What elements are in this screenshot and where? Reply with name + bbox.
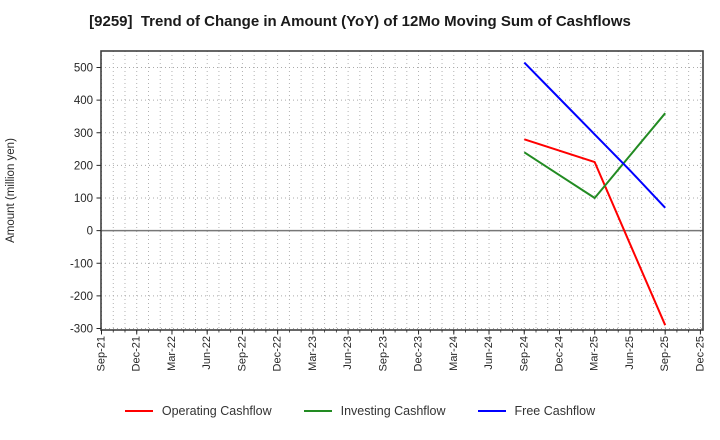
chart-title: [9259] Trend of Change in Amount (YoY) o… (89, 13, 631, 30)
x-tick-label: Dec-25 (694, 336, 706, 371)
x-tick-label: Sep-22 (236, 336, 248, 371)
x-tick-label: Mar-23 (307, 336, 319, 371)
series-line-free-cashflow (523, 61, 666, 209)
legend: Operating Cashflow Investing Cashflow Free… (0, 404, 720, 418)
y-axis-title: Amount (million yen) (5, 138, 17, 243)
y-tick-label: -300 (70, 324, 93, 336)
x-tick-label: Mar-22 (166, 336, 178, 371)
series-line-investing-cashflow (523, 112, 666, 199)
y-tick-label: 100 (74, 193, 93, 205)
x-tick-label: Sep-25 (659, 336, 671, 371)
legend-label: Investing Cashflow (340, 404, 446, 418)
legend-item-investing-cashflow: Investing Cashflow (303, 404, 446, 418)
x-tick-label: Jun-23 (342, 336, 354, 370)
x-tick-label: Mar-24 (448, 336, 460, 371)
legend-swatch (477, 410, 506, 412)
legend-item-operating-cashflow: Operating Cashflow (124, 404, 272, 418)
plot-area: Sep-21 Dec-21 Mar-22 Jun-22 Sep-22 Dec-22 Mar-… (5, 50, 706, 371)
y-tick-label: 200 (74, 160, 93, 172)
y-tick-label: 500 (74, 63, 93, 75)
y-tick-label: -100 (70, 258, 93, 270)
x-tick-label: Mar-25 (589, 336, 601, 371)
x-tick-label: Dec-24 (553, 336, 565, 371)
x-tick-label: Dec-23 (413, 336, 425, 371)
x-tick-label: Sep-24 (518, 336, 530, 371)
y-tick-label: 400 (74, 95, 93, 107)
y-tick-label: -200 (70, 291, 93, 303)
legend-label: Free Cashflow (514, 404, 596, 418)
x-tick-label: Dec-22 (272, 336, 284, 371)
legend-swatch (303, 410, 332, 412)
x-tick-label: Dec-21 (131, 336, 143, 371)
x-tick-label: Jun-25 (624, 336, 636, 370)
x-tick-label: Jun-22 (201, 336, 213, 370)
x-tick-label: Jun-24 (483, 336, 495, 370)
legend-label: Operating Cashflow (161, 404, 272, 418)
axes-border (100, 50, 704, 331)
x-tick-label: Sep-23 (377, 336, 389, 371)
legend-swatch (124, 410, 153, 412)
x-tick-label: Sep-21 (96, 336, 108, 371)
y-tick-label: 0 (87, 226, 93, 238)
series-line-operating-cashflow (523, 138, 667, 326)
legend-item-free-cashflow: Free Cashflow (477, 404, 596, 418)
y-tick-label: 300 (74, 128, 93, 140)
